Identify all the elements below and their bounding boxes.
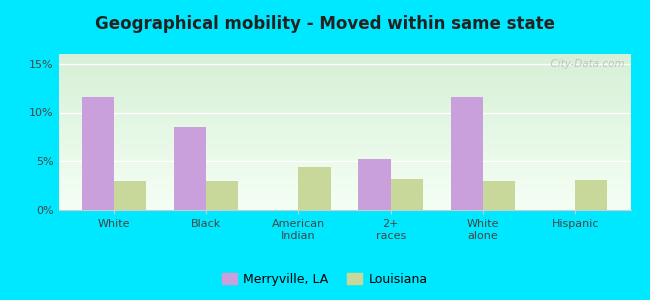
Bar bbox=[174, 127, 206, 210]
Bar bbox=[575, 180, 608, 210]
Text: Geographical mobility - Moved within same state: Geographical mobility - Moved within sam… bbox=[95, 15, 555, 33]
Text: City-Data.com: City-Data.com bbox=[544, 59, 625, 69]
Bar bbox=[298, 167, 331, 210]
Bar bbox=[450, 97, 483, 210]
Bar bbox=[81, 97, 114, 210]
Legend: Merryville, LA, Louisiana: Merryville, LA, Louisiana bbox=[217, 268, 433, 291]
Bar bbox=[391, 179, 423, 210]
Bar bbox=[206, 181, 239, 210]
Bar bbox=[358, 159, 391, 210]
Bar bbox=[483, 181, 515, 210]
Bar bbox=[114, 181, 146, 210]
